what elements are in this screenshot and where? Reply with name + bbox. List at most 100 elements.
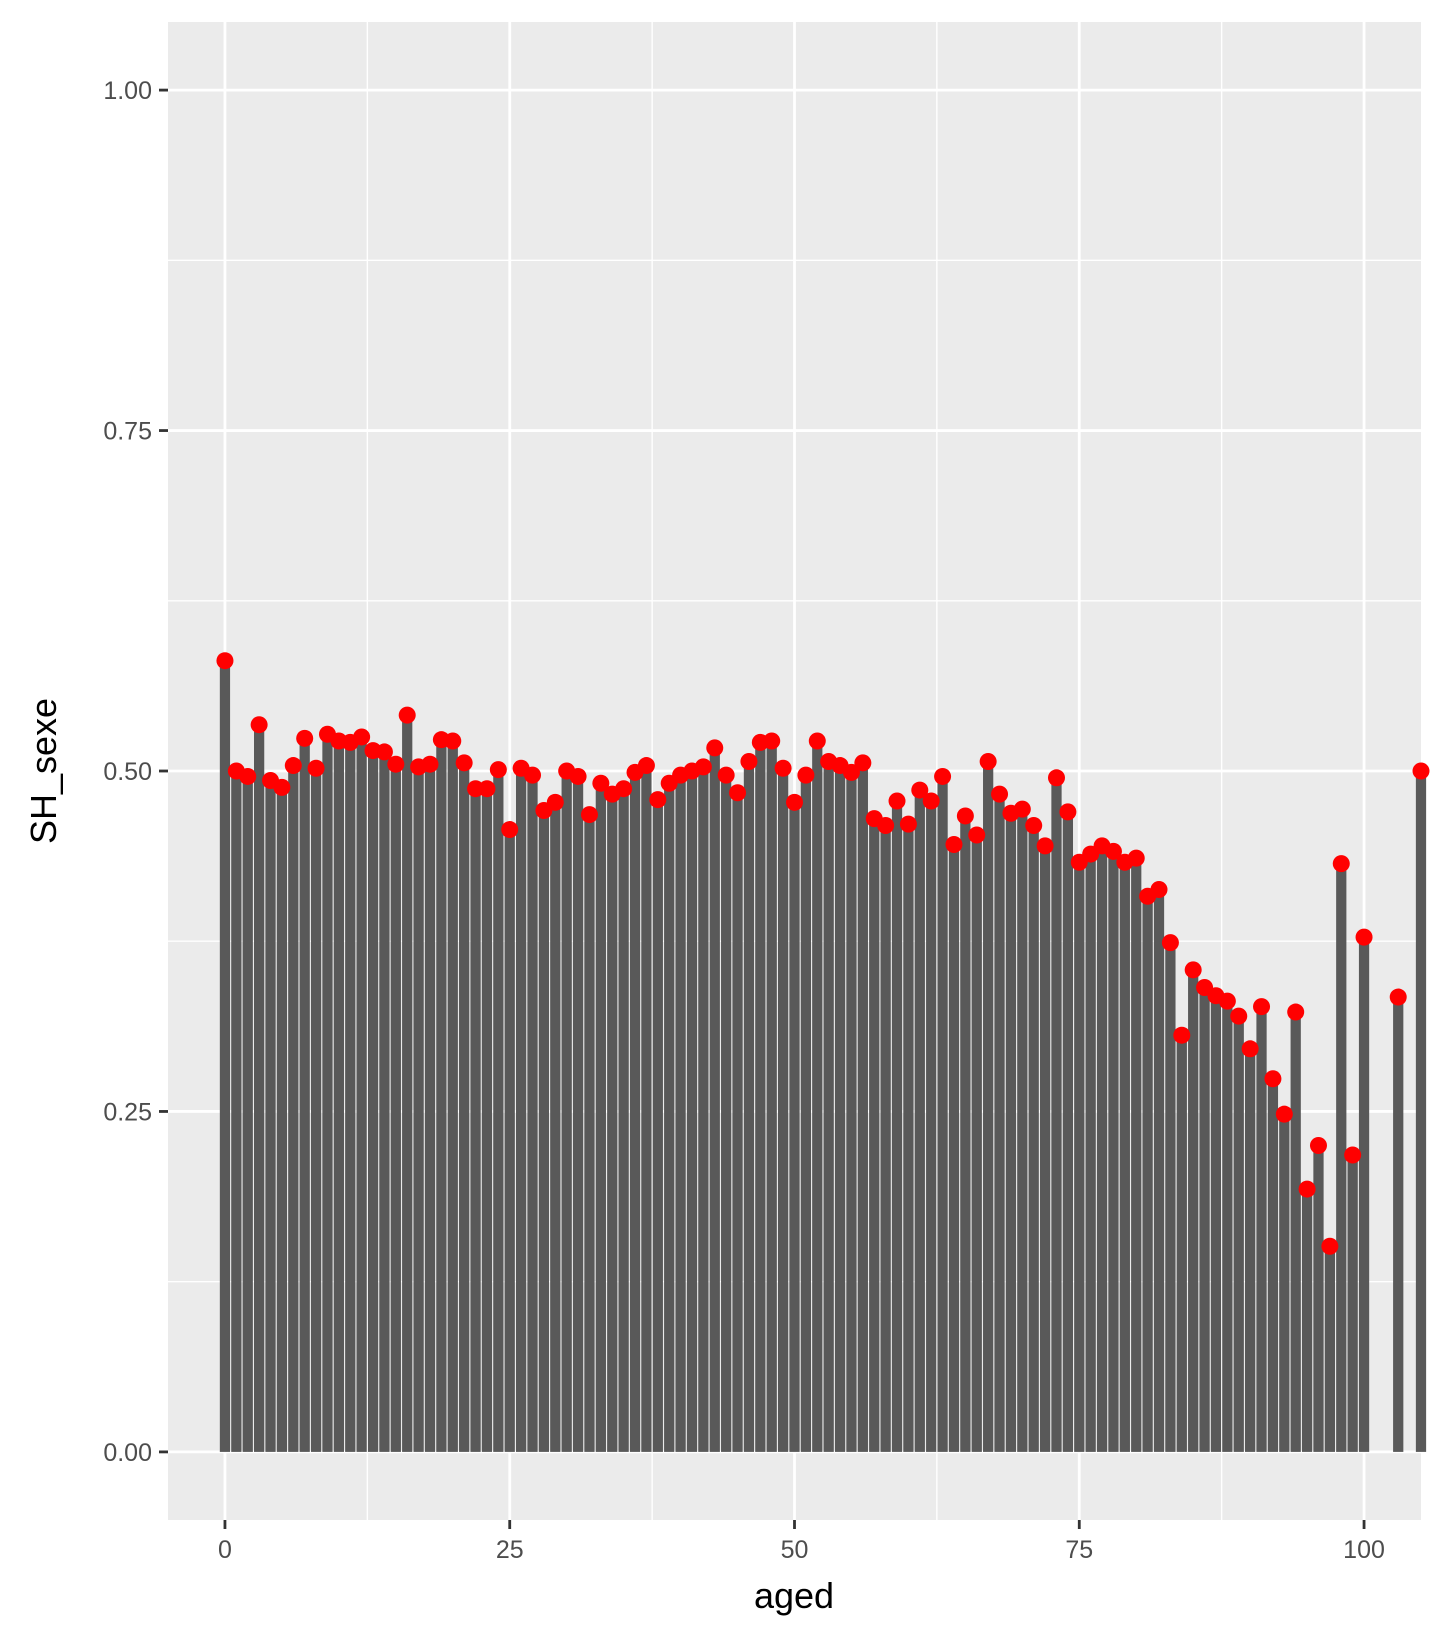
data-point	[1218, 992, 1236, 1010]
y-tick-label: 0.25	[103, 1098, 152, 1126]
bar	[561, 771, 572, 1452]
data-point	[375, 743, 393, 761]
bar	[709, 747, 720, 1452]
data-point	[1264, 1070, 1282, 1088]
bar	[789, 802, 800, 1452]
bar	[1188, 969, 1199, 1452]
data-point	[1230, 1007, 1248, 1025]
data-point	[353, 728, 371, 746]
x-axis: 0 25 50 75 100	[218, 1520, 1385, 1564]
bar	[732, 792, 743, 1452]
bar	[447, 741, 458, 1452]
data-point	[763, 732, 781, 750]
bar	[960, 815, 971, 1452]
data-point	[1355, 928, 1373, 946]
bar	[1267, 1078, 1279, 1452]
data-point	[694, 758, 712, 776]
data-point	[649, 791, 667, 809]
data-point	[740, 752, 758, 770]
bar	[345, 742, 356, 1452]
bar	[1347, 1155, 1358, 1452]
bar	[607, 794, 618, 1452]
data-point	[1047, 769, 1065, 787]
bar	[686, 771, 698, 1452]
bar	[322, 734, 333, 1452]
bar	[1415, 771, 1427, 1452]
data-point	[706, 739, 724, 757]
bar	[1290, 1012, 1301, 1452]
data-point	[808, 732, 826, 750]
data-point	[1036, 837, 1054, 855]
data-point	[1025, 816, 1043, 834]
x-tick-label: 50	[781, 1536, 809, 1564]
data-point	[1309, 1137, 1327, 1154]
y-tick-label: 1.00	[103, 77, 152, 105]
data-point	[922, 792, 940, 810]
bar	[1096, 845, 1108, 1452]
data-point	[284, 757, 302, 775]
x-axis-title: aged	[754, 1575, 834, 1616]
bar	[493, 769, 504, 1452]
bar	[1005, 813, 1017, 1452]
bar	[675, 775, 686, 1452]
bar	[1153, 889, 1165, 1452]
bar	[721, 775, 732, 1452]
data-point	[1241, 1040, 1259, 1058]
x-tick-label: 75	[1065, 1536, 1093, 1564]
bar	[1062, 811, 1074, 1452]
bar	[948, 844, 960, 1452]
bar	[424, 764, 436, 1452]
bar	[481, 788, 493, 1452]
bar	[265, 780, 276, 1452]
bar	[584, 814, 595, 1452]
points	[216, 652, 1430, 1255]
bar	[1051, 777, 1062, 1452]
bar	[914, 790, 925, 1452]
y-tick-label: 0.50	[103, 758, 152, 786]
data-point	[854, 754, 872, 772]
bar	[299, 738, 310, 1452]
bar	[379, 751, 390, 1452]
data-point	[307, 759, 325, 777]
bar	[629, 772, 641, 1452]
data-point	[877, 816, 895, 834]
data-point	[1104, 842, 1122, 860]
bar	[333, 741, 344, 1452]
bar	[1176, 1035, 1187, 1452]
bar	[390, 764, 401, 1452]
data-point	[580, 806, 598, 824]
bar	[766, 741, 777, 1452]
bar	[515, 768, 527, 1452]
bar	[1233, 1016, 1244, 1452]
bar	[436, 739, 447, 1452]
bar	[983, 761, 994, 1452]
bar	[1210, 995, 1222, 1452]
x-tick-label: 25	[496, 1536, 524, 1564]
bar	[1108, 851, 1119, 1452]
bar	[402, 715, 413, 1452]
bar	[1131, 858, 1142, 1452]
data-point	[956, 807, 974, 825]
bar	[1039, 845, 1051, 1452]
bar	[1017, 809, 1028, 1452]
data-point	[216, 652, 234, 670]
bars	[219, 660, 1427, 1452]
bar	[891, 800, 903, 1452]
data-point	[911, 781, 929, 799]
data-point	[1184, 961, 1202, 979]
data-point	[717, 766, 735, 784]
bar	[572, 776, 584, 1452]
bar	[652, 799, 663, 1452]
bar	[1119, 862, 1130, 1452]
data-point	[1389, 988, 1407, 1006]
data-point	[489, 761, 507, 779]
data-point	[387, 755, 405, 773]
bar	[880, 825, 891, 1452]
bar	[994, 794, 1005, 1452]
bar	[1279, 1114, 1290, 1452]
y-axis-title: SH_sexe	[23, 698, 64, 844]
bar	[1256, 1006, 1267, 1452]
bar	[550, 802, 561, 1452]
data-point	[1253, 998, 1271, 1016]
bar	[470, 788, 481, 1452]
